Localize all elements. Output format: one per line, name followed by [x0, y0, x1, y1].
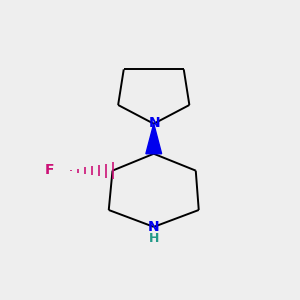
Text: H: H — [148, 232, 159, 245]
Text: F: F — [45, 163, 55, 177]
Text: N: N — [148, 220, 160, 234]
Text: N: N — [149, 116, 160, 130]
Polygon shape — [146, 124, 162, 154]
